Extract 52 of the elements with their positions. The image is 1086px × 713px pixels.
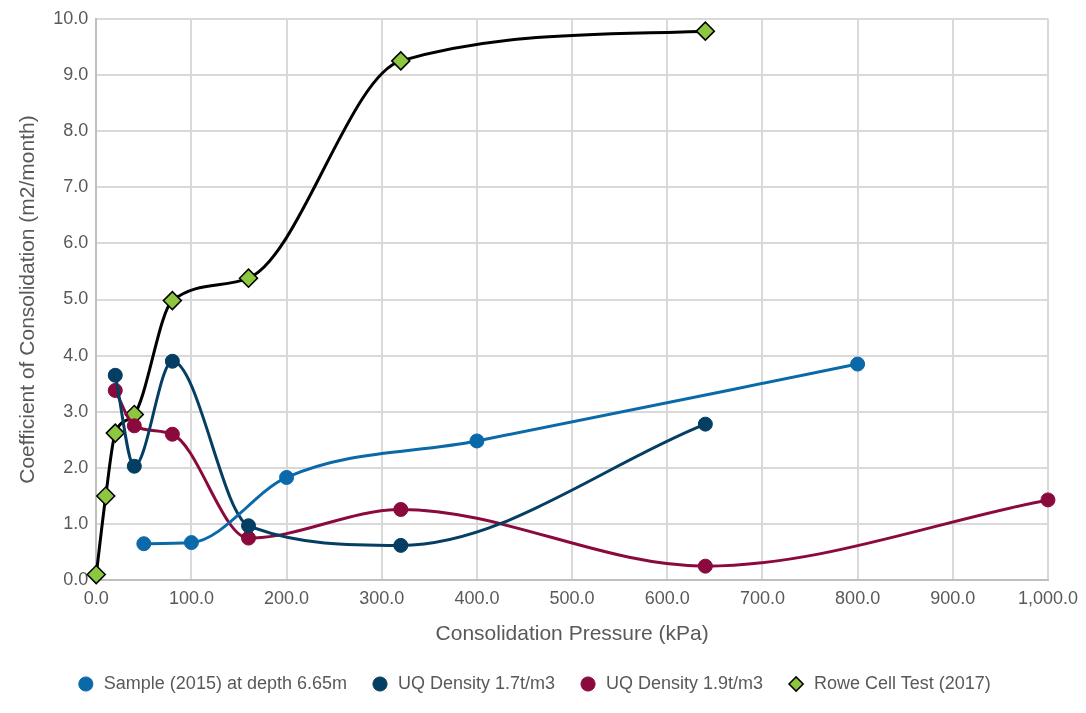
x-tick-label: 0.0 <box>83 587 109 608</box>
y-tick-label: 1.0 <box>63 513 89 534</box>
x-axis-title: Consolidation Pressure (kPa) <box>435 621 709 645</box>
y-tick-label: 3.0 <box>63 400 89 421</box>
legend-label: Sample (2015) at depth 6.65m <box>103 672 347 693</box>
legend-label: UQ Density 1.7t/m3 <box>397 672 556 693</box>
x-tick-label: 600.0 <box>644 587 690 608</box>
y-tick-label: 6.0 <box>63 232 89 253</box>
point <box>393 537 409 553</box>
point <box>697 558 713 574</box>
point <box>162 290 183 311</box>
point <box>393 501 409 517</box>
point <box>469 433 485 449</box>
point <box>238 268 259 288</box>
point <box>279 469 295 485</box>
point <box>105 423 126 443</box>
x-tick-label: 400.0 <box>454 587 500 608</box>
x-tick-label: 100.0 <box>168 587 214 608</box>
point <box>126 458 142 474</box>
x-tick-label: 500.0 <box>549 587 595 608</box>
point <box>241 518 257 534</box>
point <box>850 356 866 372</box>
y-tick-label: 4.0 <box>63 344 89 365</box>
point <box>697 416 713 432</box>
x-tick-label: 200.0 <box>264 587 310 608</box>
point <box>107 367 123 383</box>
y-tick-label: 7.0 <box>63 176 89 197</box>
x-tick-label: 800.0 <box>835 587 881 608</box>
point <box>86 564 106 585</box>
point <box>96 486 116 506</box>
y-tick-label: 2.0 <box>63 456 89 477</box>
point <box>164 426 180 442</box>
point <box>241 530 257 546</box>
x-tick-label: 700.0 <box>739 587 785 608</box>
point <box>183 535 199 551</box>
y-tick-label: 9.0 <box>63 63 89 84</box>
point <box>695 21 716 41</box>
point <box>391 51 411 71</box>
x-tick-label: 300.0 <box>359 587 405 608</box>
y-tick-label: 5.0 <box>63 288 89 309</box>
y-axis-title: Coefficient of Consolidation (m2/month) <box>15 115 39 484</box>
y-tick-label: 0.0 <box>63 569 89 590</box>
point <box>126 418 142 434</box>
y-tick-label: 10.0 <box>53 7 89 28</box>
x-tick-label: 900.0 <box>930 587 976 608</box>
x-tick-label: 1,000.0 <box>1017 587 1078 608</box>
legend-label: Rowe Cell Test (2017) <box>814 672 991 693</box>
point <box>164 353 180 369</box>
point <box>136 536 152 552</box>
y-tick-label: 8.0 <box>63 120 89 141</box>
point <box>1040 492 1056 508</box>
legend-label: UQ Density 1.9t/m3 <box>606 672 764 693</box>
